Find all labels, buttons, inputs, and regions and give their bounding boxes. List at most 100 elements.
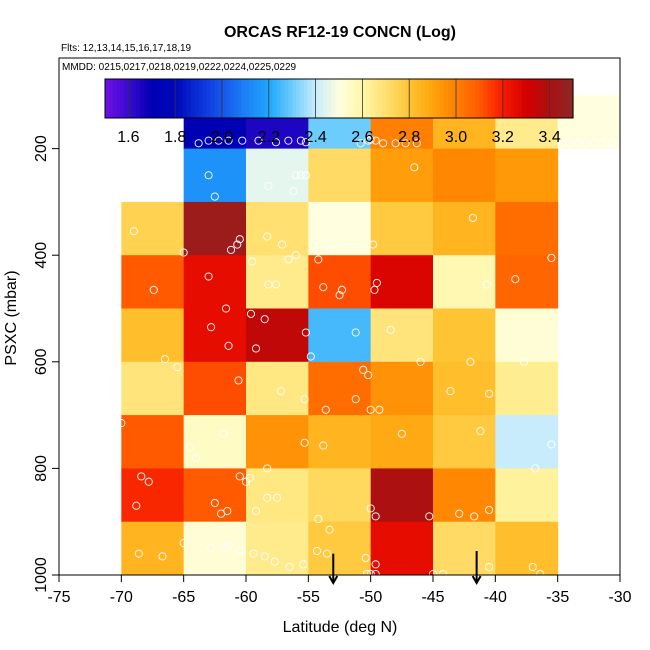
sample-point <box>313 546 322 556</box>
sample-point <box>375 405 384 414</box>
heatmap-cell <box>495 415 559 469</box>
x-tick-label: -35 <box>546 589 569 606</box>
heatmap-cell <box>183 468 247 523</box>
colorbar-tick-label: 2.6 <box>351 129 373 146</box>
sample-point <box>356 139 365 148</box>
sample-point <box>235 472 244 481</box>
x-tick-label: -50 <box>359 589 382 606</box>
heatmap-cell <box>495 361 559 416</box>
sample-point <box>468 213 477 222</box>
sample-point <box>224 541 233 550</box>
sample-point <box>325 525 334 534</box>
colorbar-segment <box>335 79 340 118</box>
heatmap-cell <box>121 201 185 256</box>
heatmap-cell <box>121 415 185 469</box>
sample-point <box>412 139 421 148</box>
sample-point <box>301 328 310 337</box>
heatmap-cell <box>121 308 185 363</box>
colorbar-segment <box>202 79 207 118</box>
colorbar-segment <box>491 79 496 118</box>
colorbar-segment <box>253 79 258 118</box>
sample-point <box>235 546 244 556</box>
colorbar-segment <box>190 79 196 118</box>
arrow-head <box>328 575 339 586</box>
colorbar-segment <box>120 79 126 118</box>
colorbar-segment <box>214 79 219 118</box>
heatmap-cell <box>308 361 372 416</box>
colorbar-segment <box>358 79 363 118</box>
flights-subtitle: Flts: 12,13,14,15,16,17,18,19 <box>61 43 192 54</box>
heatmap-cell <box>370 201 434 256</box>
sample-point <box>351 328 360 337</box>
colorbar-segment <box>128 79 133 118</box>
arrow-markers <box>328 551 482 586</box>
colorbar-segment <box>167 79 172 118</box>
sample-point <box>306 352 315 361</box>
y-tick-label: 200 <box>33 135 50 162</box>
heatmap-cell <box>183 308 247 363</box>
sample-point <box>224 341 233 350</box>
colorbar-segment <box>346 79 352 118</box>
sample-point <box>300 438 309 447</box>
sample-point <box>160 355 170 364</box>
heatmap-cell <box>370 521 434 576</box>
colorbar-tick-label: 2.2 <box>258 129 280 146</box>
colorbar-segment <box>378 79 383 118</box>
x-axis: -75 -70 -65 -60 -55 -50 -45 -40 -35 -30 <box>47 574 632 606</box>
colorbar-segment <box>506 79 512 118</box>
sample-point <box>379 139 388 148</box>
x-tick-label: -70 <box>110 589 133 606</box>
colorbar-segment <box>366 79 371 118</box>
colorbar-segment <box>417 79 422 118</box>
sample-points <box>117 135 625 579</box>
x-tick-label: -65 <box>172 589 195 606</box>
heatmap-cell <box>370 415 434 469</box>
colorbar-segment <box>268 79 274 118</box>
colorbar-tick-label: 3.0 <box>445 129 467 146</box>
colorbar-segment <box>186 79 192 118</box>
colorbar-segment <box>409 79 414 118</box>
colorbar-segment <box>144 79 149 118</box>
sample-point <box>410 163 419 172</box>
sample-point <box>371 569 380 579</box>
colorbar-segment <box>444 79 449 118</box>
sample-point <box>370 285 379 294</box>
colorbar-segment <box>303 79 309 118</box>
sample-point <box>299 560 308 569</box>
colorbar-segment <box>514 79 519 118</box>
colorbar-segment <box>557 79 562 118</box>
colorbar-segment <box>498 79 504 118</box>
sample-point <box>386 325 395 334</box>
colorbar-segment <box>171 79 176 118</box>
x-axis-label: Latitude (deg N) <box>283 619 398 636</box>
colorbar-segment <box>163 79 168 118</box>
heatmap-cell <box>433 308 496 363</box>
sample-point <box>254 136 263 145</box>
sample-point <box>301 138 310 147</box>
heatmap-cell <box>370 255 434 310</box>
sample-point <box>260 315 269 324</box>
colorbar-segment <box>440 79 445 118</box>
colorbar-segment <box>183 79 188 118</box>
x-tick-label: -30 <box>608 589 631 606</box>
sample-point <box>224 136 233 145</box>
y-axis-label: PSXC (mbar) <box>3 270 20 365</box>
sample-point <box>129 227 138 236</box>
colorbar-segment <box>510 79 516 118</box>
colorbar-tick-label: 1.6 <box>117 129 139 146</box>
sample-point <box>536 569 545 579</box>
heatmap-cell <box>121 521 185 576</box>
sample-point <box>251 506 261 516</box>
x-tick-label: -45 <box>421 589 444 606</box>
sample-point <box>210 498 219 508</box>
sample-point <box>263 232 272 241</box>
colorbar: 1.6 1.8 2.0 2.2 2.4 2.6 2.8 3.0 3.2 3.4 <box>104 78 574 146</box>
colorbar-segment <box>331 79 336 118</box>
sample-point <box>547 440 556 449</box>
sample-point <box>485 389 494 398</box>
colorbar-segment <box>272 79 278 118</box>
sample-point <box>149 285 158 294</box>
colorbar-segment <box>300 79 305 118</box>
colorbar-segment <box>327 79 332 118</box>
heatmap-cell <box>121 255 185 310</box>
